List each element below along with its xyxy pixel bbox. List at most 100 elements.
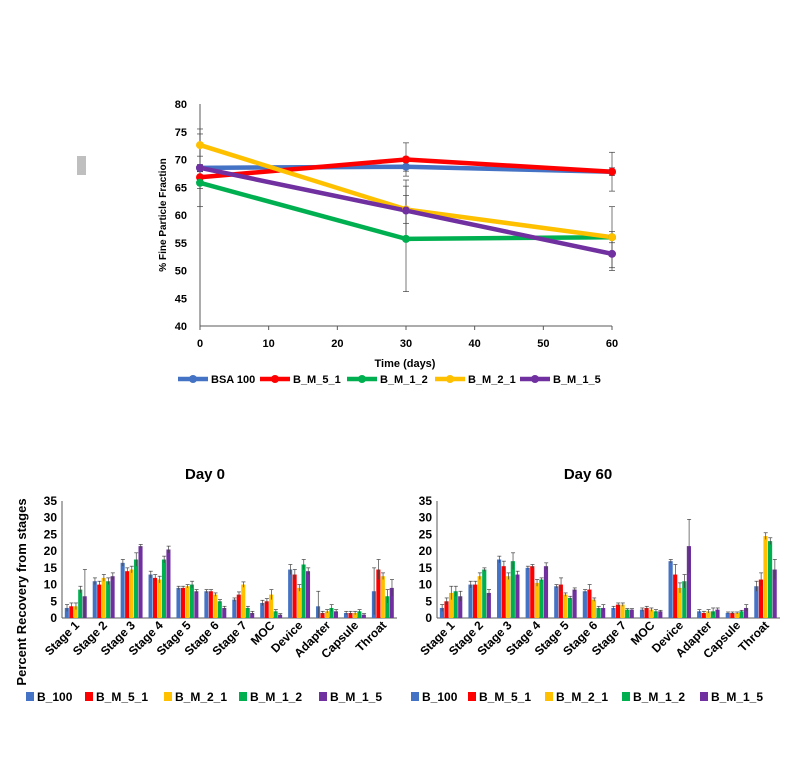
bar-B_M_5_1 bbox=[558, 584, 563, 618]
bar-B_100 bbox=[611, 607, 616, 618]
day60-title: Day 60 bbox=[564, 466, 612, 483]
bar-y-tick-label: 10 bbox=[419, 578, 433, 592]
legend-swatch-B_100 bbox=[411, 692, 419, 701]
legend-label-B_100: B_100 bbox=[422, 690, 458, 704]
bar-y-tick-label: 20 bbox=[419, 544, 433, 558]
legend-label-B_M_2_1: B_M_2_1 bbox=[556, 690, 608, 704]
bar-B_100 bbox=[697, 611, 702, 618]
legend-label-B_M_2_1: B_M_2_1 bbox=[468, 374, 516, 386]
bar-B_M_1_2 bbox=[385, 596, 390, 618]
bar-B_M_5_1 bbox=[501, 566, 506, 618]
bar-B_M_5_1 bbox=[125, 571, 130, 618]
bar-B_M_2_1 bbox=[297, 587, 302, 618]
bar-B_M_1_2 bbox=[596, 607, 601, 618]
legend-label-B_M_1_5: B_M_1_5 bbox=[711, 690, 763, 704]
bar-B_M_5_1 bbox=[376, 569, 381, 618]
line-chart-legend: BSA 100 B_M_5_1 B_M_1_2 B_M_2_1 B_M_1_5 bbox=[178, 374, 601, 386]
bar-B_M_2_1 bbox=[241, 584, 246, 618]
bar-B_M_1_2 bbox=[539, 579, 544, 618]
bar-B_100 bbox=[288, 569, 293, 618]
data-point bbox=[608, 233, 616, 242]
bar-B_100 bbox=[439, 607, 445, 618]
bar-B_M_2_1 bbox=[563, 594, 568, 618]
bar-B_M_1_5 bbox=[138, 546, 143, 618]
bar-B_M_1_2 bbox=[245, 607, 250, 618]
bar-B_100 bbox=[554, 586, 559, 618]
bar-B_M_1_5 bbox=[361, 614, 366, 618]
bar-B_M_1_5 bbox=[458, 596, 463, 618]
bar-B_M_2_1 bbox=[324, 611, 330, 618]
legend-label-B_M_5_1: B_M_5_1 bbox=[293, 374, 341, 386]
line-y-tick-label: 70 bbox=[175, 155, 187, 167]
bar-B_M_2_1 bbox=[73, 606, 78, 618]
bar-B_M_5_1 bbox=[530, 566, 535, 618]
bar-B_M_1_5 bbox=[686, 546, 691, 618]
bar-B_100 bbox=[176, 587, 181, 618]
line-chart-ylabel: % Fine Particle Fraction bbox=[158, 158, 169, 271]
data-point bbox=[402, 162, 410, 171]
legend-swatch-B_M_2_1 bbox=[164, 692, 172, 701]
data-point bbox=[196, 173, 204, 182]
bar-B_M_1_5 bbox=[389, 587, 394, 618]
bar-B_M_1_5 bbox=[772, 569, 777, 618]
bar-B_M_2_1 bbox=[449, 592, 454, 618]
bar-B_M_1_2 bbox=[217, 601, 222, 618]
bar-B_M_1_2 bbox=[329, 607, 334, 618]
line-x-tick-label: 0 bbox=[197, 338, 203, 350]
data-point bbox=[608, 167, 616, 176]
bar-B_M_1_2 bbox=[106, 581, 111, 618]
legend-label-B_M_1_2: B_M_1_2 bbox=[380, 374, 428, 386]
bar-B_M_1_2 bbox=[482, 569, 487, 618]
bar-B_M_1_5 bbox=[166, 549, 171, 618]
gray-marker bbox=[77, 156, 86, 175]
bar-B_100 bbox=[525, 567, 530, 618]
bar-B_M_1_2 bbox=[510, 561, 515, 618]
bar-B_M_1_5 bbox=[333, 611, 338, 618]
legend-label-B_M_1_2: B_M_1_2 bbox=[633, 690, 685, 704]
data-point bbox=[402, 155, 410, 164]
line-chart-xlabel: Time (days) bbox=[375, 358, 436, 370]
day60-legend: B_100 B_M_5_1 B_M_2_1 B_M_1_2 B_M_1_5 bbox=[411, 690, 763, 704]
line-x-tick-label: 10 bbox=[263, 338, 275, 350]
bar-B_M_1_5 bbox=[715, 609, 720, 618]
bar-B_100 bbox=[754, 586, 759, 618]
bar-B_M_1_2 bbox=[567, 597, 573, 618]
bar-B_M_1_5 bbox=[305, 571, 311, 618]
legend-marker-B_M_1_2 bbox=[358, 375, 366, 383]
legend-label-B_M_5_1: B_M_5_1 bbox=[96, 690, 148, 704]
bar-B_M_1_2 bbox=[625, 609, 630, 618]
bar-y-tick-label: 30 bbox=[419, 511, 433, 525]
bar-B_M_5_1 bbox=[97, 584, 102, 618]
bar-B_100 bbox=[64, 607, 69, 618]
line-y-tick-label: 45 bbox=[175, 293, 187, 305]
bar-B_M_1_5 bbox=[515, 574, 520, 618]
bar-B_M_2_1 bbox=[352, 612, 357, 618]
bar-B_M_1_5 bbox=[194, 591, 199, 618]
data-point bbox=[196, 163, 204, 172]
bar-y-tick-label: 5 bbox=[425, 594, 432, 608]
data-point bbox=[608, 249, 616, 258]
line-x-tick-label: 20 bbox=[331, 338, 343, 350]
bar-B_100 bbox=[148, 574, 153, 618]
legend-swatch-B_M_1_5 bbox=[319, 692, 327, 701]
bar-B_100 bbox=[725, 612, 730, 618]
bar-B_M_2_1 bbox=[591, 599, 597, 618]
bar-B_M_5_1 bbox=[180, 587, 185, 618]
bar-B_M_1_5 bbox=[601, 607, 606, 618]
bar-B_100 bbox=[468, 584, 473, 618]
legend-marker-B_M_1_5 bbox=[531, 375, 539, 383]
bar-B_M_5_1 bbox=[701, 612, 706, 618]
bar-B_M_1_5 bbox=[743, 607, 749, 618]
bar-B_100 bbox=[668, 561, 673, 618]
legend-label-B_M_1_2: B_M_1_2 bbox=[250, 690, 302, 704]
data-point bbox=[196, 141, 204, 150]
bar-y-tick-label: 15 bbox=[419, 561, 433, 575]
legend-marker-B_M_2_1 bbox=[446, 375, 454, 383]
legend-label-B_M_1_5: B_M_1_5 bbox=[330, 690, 382, 704]
bar-B_M_1_5 bbox=[250, 612, 255, 618]
legend-label-B_M_2_1: B_M_2_1 bbox=[175, 690, 227, 704]
bar-B_100 bbox=[639, 609, 645, 618]
bar-B_100 bbox=[120, 562, 125, 618]
bar-B_M_2_1 bbox=[101, 577, 106, 618]
